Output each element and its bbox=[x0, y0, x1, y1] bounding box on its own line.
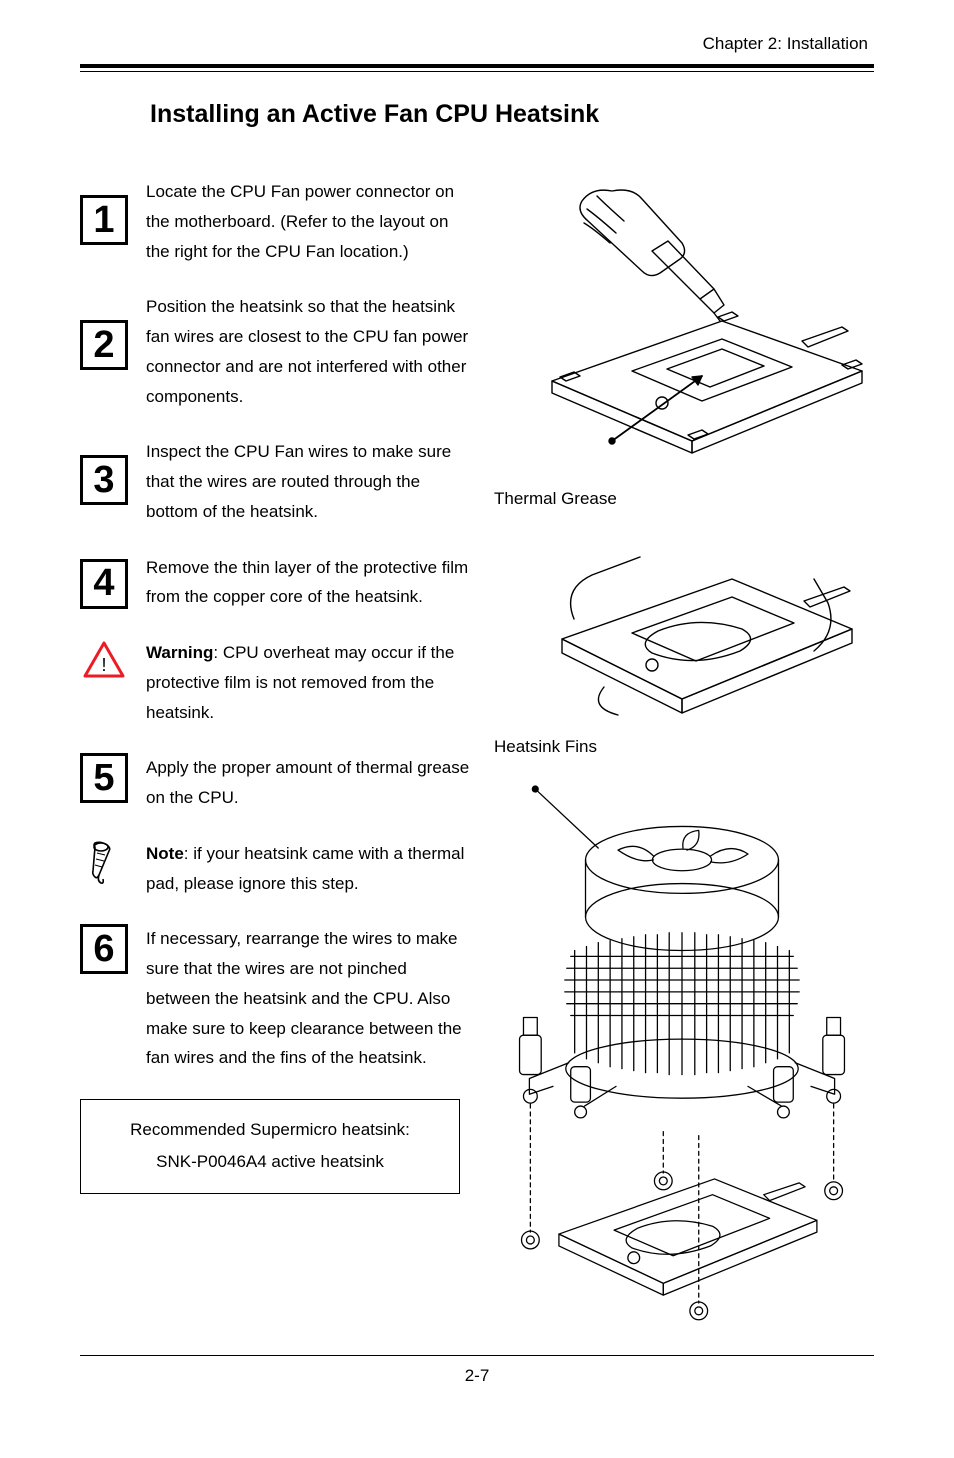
page-number: 2-7 bbox=[80, 1366, 874, 1386]
left-column: 1 Locate the CPU Fan power connector on … bbox=[80, 177, 470, 1335]
step-note: Note: if your heatsink came with a therm… bbox=[80, 839, 470, 899]
recommended-line1: Recommended Supermicro heatsink: bbox=[91, 1114, 449, 1146]
warning-bold: Warning bbox=[146, 643, 213, 662]
step-text-1: Locate the CPU Fan power connector on th… bbox=[146, 177, 470, 266]
svg-text:!: ! bbox=[101, 655, 106, 675]
step-3: 3 Inspect the CPU Fan wires to make sure… bbox=[80, 437, 470, 526]
step-text-4: Remove the thin layer of the protective … bbox=[146, 553, 470, 613]
step-warning: ! Warning: CPU overheat may occur if the… bbox=[80, 638, 470, 727]
figure-thermal-grease bbox=[490, 181, 874, 481]
step-text-5: Apply the proper amount of thermal greas… bbox=[146, 753, 470, 813]
step-text-6: If necessary, rearrange the wires to mak… bbox=[146, 924, 470, 1073]
content-columns: 1 Locate the CPU Fan power connector on … bbox=[80, 177, 874, 1335]
note-rest: : if your heatsink came with a thermal p… bbox=[146, 844, 464, 893]
note-icon bbox=[80, 841, 128, 885]
step-6: 6 If necessary, rearrange the wires to m… bbox=[80, 924, 470, 1073]
section-title: Installing an Active Fan CPU Heatsink bbox=[150, 100, 874, 129]
step-number-6: 6 bbox=[80, 924, 128, 974]
step-warning-text: Warning: CPU overheat may occur if the p… bbox=[146, 638, 470, 727]
step-2: 2 Position the heatsink so that the heat… bbox=[80, 292, 470, 411]
step-text-2: Position the heatsink so that the heatsi… bbox=[146, 292, 470, 411]
chapter-header: Chapter 2: Installation bbox=[80, 34, 874, 54]
header-rule bbox=[80, 64, 874, 72]
step-1: 1 Locate the CPU Fan power connector on … bbox=[80, 177, 470, 266]
step-note-text: Note: if your heatsink came with a therm… bbox=[146, 839, 470, 899]
recommended-line2: SNK-P0046A4 active heatsink bbox=[91, 1146, 449, 1178]
step-number-4: 4 bbox=[80, 559, 128, 609]
figure1-caption: Thermal Grease bbox=[494, 489, 874, 509]
figure2-caption: Heatsink Fins bbox=[494, 737, 874, 757]
step-number-5: 5 bbox=[80, 753, 128, 803]
figure-heatsink-fins bbox=[490, 767, 874, 1327]
step-4: 4 Remove the thin layer of the protectiv… bbox=[80, 553, 470, 613]
step-number-1: 1 bbox=[80, 195, 128, 245]
note-bold: Note bbox=[146, 844, 184, 863]
step-number-3: 3 bbox=[80, 455, 128, 505]
footer-rule bbox=[80, 1355, 874, 1356]
step-5: 5 Apply the proper amount of thermal gre… bbox=[80, 753, 470, 813]
step-text-3: Inspect the CPU Fan wires to make sure t… bbox=[146, 437, 470, 526]
right-column: Thermal Grease Heatsink Fins bbox=[490, 177, 874, 1335]
warning-icon: ! bbox=[80, 640, 128, 680]
figure-socket-bracket bbox=[490, 519, 874, 729]
step-number-2: 2 bbox=[80, 320, 128, 370]
recommended-box: Recommended Supermicro heatsink: SNK-P00… bbox=[80, 1099, 460, 1194]
